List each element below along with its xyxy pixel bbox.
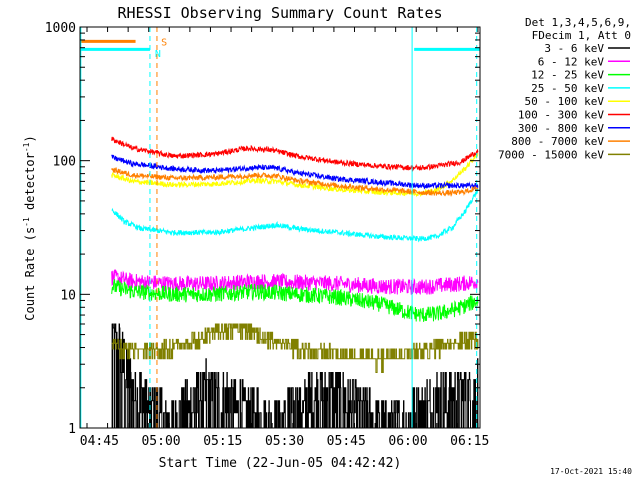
- x-tick-label: 06:00: [388, 434, 427, 449]
- legend-entry-label: 50 - 100 keV: [525, 95, 605, 108]
- series-line-100to300keV: [111, 136, 479, 172]
- annotation-label-s: S: [161, 37, 167, 48]
- x-tick-label: 05:45: [327, 434, 366, 449]
- chart-title: RHESSI Observing Summary Count Rates: [117, 4, 442, 22]
- y-tick-label: 100: [53, 155, 76, 170]
- y-tick-label: 1000: [45, 21, 76, 36]
- plot-frame: [79, 26, 481, 429]
- y-label-suffix: ): [23, 135, 37, 142]
- series-line-300to800keV: [111, 154, 479, 190]
- series-line-25to50keV: [111, 188, 479, 243]
- series-line-6to12keV: [111, 269, 479, 295]
- y-label-sup-1: -1: [22, 217, 31, 227]
- x-tick-label: 05:00: [141, 434, 180, 449]
- legend-header-line-2: FDecim 1, Att 0: [532, 29, 631, 42]
- legend-entry-label: 100 - 300 keV: [518, 109, 604, 122]
- legend-entry-label: 6 - 12 keV: [538, 55, 605, 68]
- legend: Det 1,3,4,5,6,9, FDecim 1, Att 0 3 - 6 k…: [498, 16, 631, 161]
- x-tick-label: 05:15: [203, 434, 242, 449]
- y-label-sup-2: -1: [22, 142, 31, 152]
- y-label-mid: detector: [23, 152, 37, 217]
- legend-header-line-1: Det 1,3,4,5,6,9,: [525, 16, 631, 29]
- y-tick-label: 1: [68, 422, 76, 437]
- x-axis-label: Start Time (22-Jun-05 04:42:42): [159, 456, 402, 471]
- y-tick-label: 10: [60, 288, 76, 303]
- legend-entry-label: 800 - 7000 keV: [511, 135, 604, 148]
- series-line-50to100keV: [111, 153, 479, 198]
- series-line-12to25keV: [111, 279, 479, 322]
- legend-entry-label: 3 - 6 keV: [544, 42, 604, 55]
- timestamp: 17-Oct-2021 15:40: [550, 467, 632, 476]
- y-axis-label: Count Rate (s-1 detector-1): [22, 135, 37, 320]
- x-tick-label: 05:30: [265, 434, 304, 449]
- legend-entry-label: 25 - 50 keV: [531, 82, 604, 95]
- y-label-prefix: Count Rate (s: [23, 227, 37, 321]
- series-line-800to7000keV: [111, 167, 479, 197]
- legend-entry-label: 12 - 25 keV: [531, 69, 604, 82]
- plot-area: SN 1 10 100 1000 04:45 05:00 05:15 05:30 05:45 06:…: [45, 21, 490, 449]
- annotation-label-n: N: [155, 49, 161, 60]
- legend-entry-label: 300 - 800 keV: [518, 122, 604, 135]
- x-tick-label: 04:45: [80, 434, 119, 449]
- x-tick-label: 06:15: [450, 434, 489, 449]
- legend-entry-label: 7000 - 15000 keV: [498, 148, 604, 161]
- series-line-7000to15000keV: [111, 323, 479, 373]
